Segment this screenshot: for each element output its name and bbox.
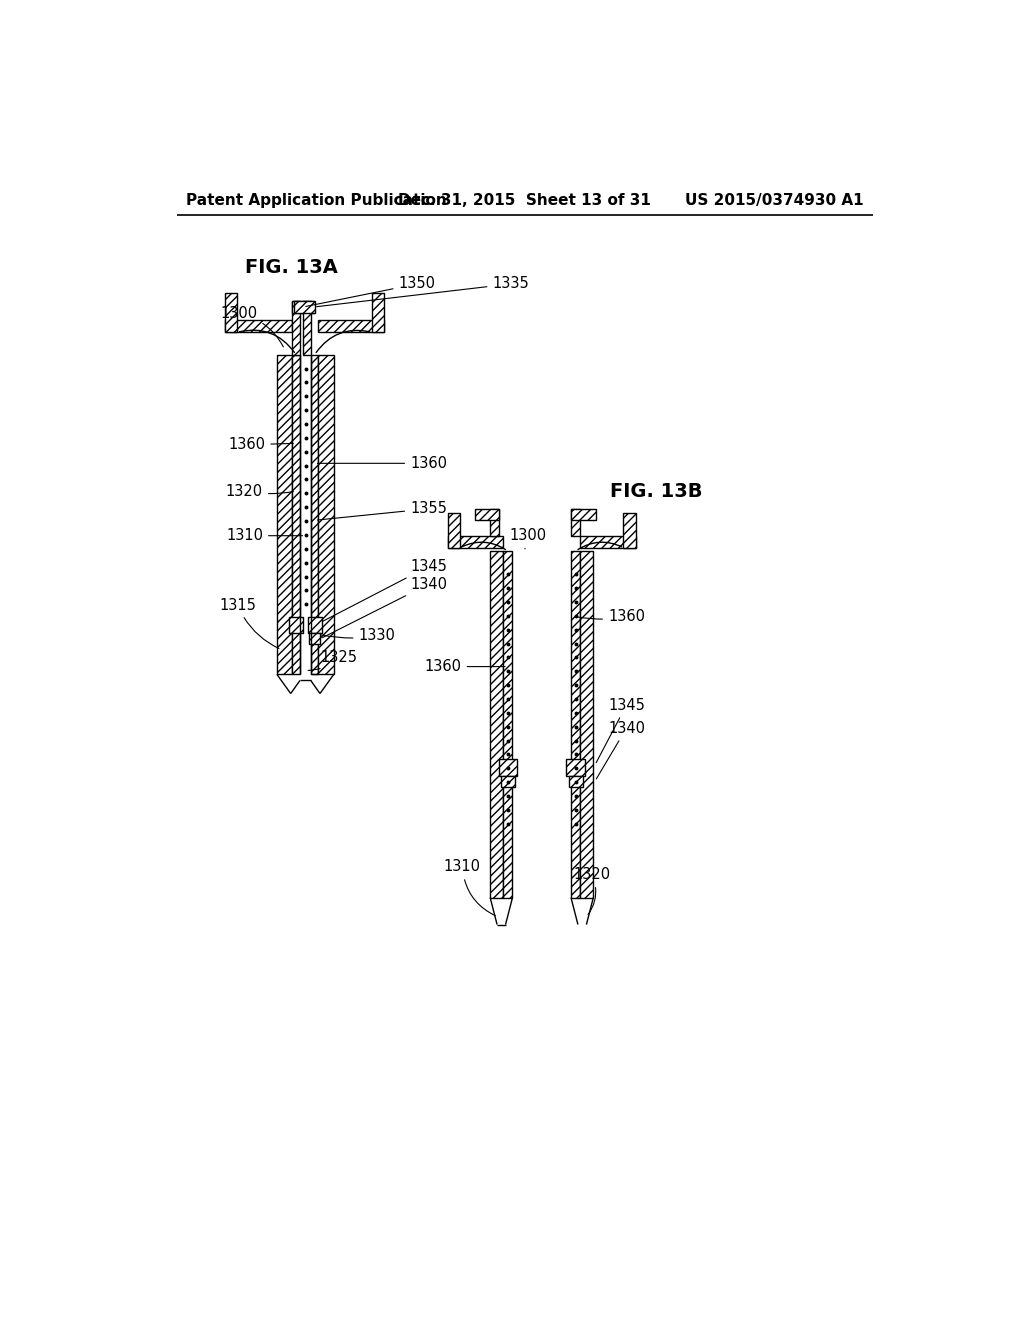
Text: 1310: 1310 <box>226 528 302 544</box>
Text: 1325: 1325 <box>308 649 357 671</box>
Text: 1335: 1335 <box>316 276 529 306</box>
Text: US 2015/0374930 A1: US 2015/0374930 A1 <box>685 193 863 209</box>
Bar <box>294 301 315 313</box>
Bar <box>501 776 515 787</box>
Text: 1315: 1315 <box>219 598 279 648</box>
Bar <box>624 512 636 548</box>
Bar <box>475 508 500 520</box>
Bar <box>307 616 322 634</box>
Text: 1300: 1300 <box>509 528 547 549</box>
Bar <box>292 301 300 355</box>
Bar <box>292 301 313 313</box>
Bar <box>503 552 512 898</box>
Text: 1360: 1360 <box>228 437 293 453</box>
Bar <box>571 508 581 536</box>
Bar <box>318 355 334 675</box>
Text: 1320: 1320 <box>573 867 610 915</box>
Text: 1340: 1340 <box>323 577 447 638</box>
Bar <box>581 536 636 548</box>
Text: 1345: 1345 <box>596 697 645 763</box>
Bar <box>318 321 384 333</box>
Text: 1360: 1360 <box>317 455 447 471</box>
Bar <box>447 512 460 548</box>
Bar <box>490 552 503 898</box>
Bar <box>568 776 583 787</box>
Bar <box>490 508 500 536</box>
Bar <box>292 355 300 675</box>
Bar <box>447 536 503 548</box>
Bar <box>276 355 292 675</box>
Text: FIG. 13A: FIG. 13A <box>245 259 337 277</box>
Bar <box>581 552 593 898</box>
Text: Patent Application Publication: Patent Application Publication <box>186 193 446 209</box>
Text: 1350: 1350 <box>306 276 435 306</box>
Bar <box>571 552 581 898</box>
Text: FIG. 13B: FIG. 13B <box>609 482 702 502</box>
Bar <box>224 321 292 333</box>
Text: 1310: 1310 <box>444 859 496 916</box>
Bar <box>224 293 237 333</box>
Bar <box>499 759 517 776</box>
Text: Dec. 31, 2015  Sheet 13 of 31: Dec. 31, 2015 Sheet 13 of 31 <box>398 193 651 209</box>
Text: 1340: 1340 <box>596 721 645 779</box>
Text: 1330: 1330 <box>322 628 395 643</box>
Bar <box>571 508 596 520</box>
Text: 1320: 1320 <box>226 483 294 499</box>
Bar <box>310 355 318 675</box>
Text: 1300: 1300 <box>220 306 284 347</box>
Text: 1360: 1360 <box>579 609 645 624</box>
Bar <box>372 293 384 333</box>
Text: 1360: 1360 <box>425 659 505 675</box>
Bar <box>566 759 585 776</box>
Text: 1355: 1355 <box>317 502 446 520</box>
Text: 1345: 1345 <box>323 558 446 622</box>
Bar <box>303 301 310 355</box>
Bar <box>289 616 303 634</box>
Bar <box>309 634 319 644</box>
